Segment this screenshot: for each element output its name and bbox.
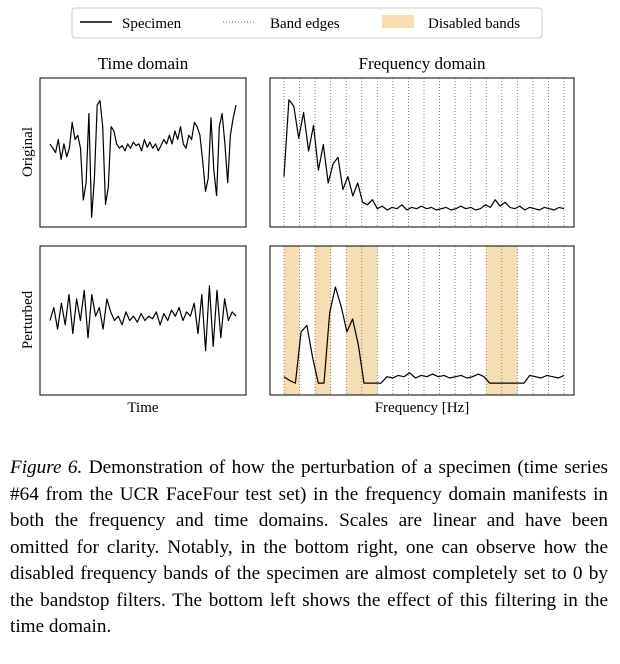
panel-original-time [39, 77, 247, 228]
panel-bands [284, 246, 518, 395]
panel-frame [269, 245, 575, 396]
column-title-time: Time domain [98, 54, 189, 73]
series-specimen [49, 285, 237, 352]
panel-perturbed-frequency [269, 245, 575, 396]
series-specimen [49, 100, 237, 218]
legend-swatch-disabled-bands [382, 15, 414, 28]
caption-label: Figure 6. [10, 457, 83, 478]
legend-label-disabled-bands: Disabled bands [428, 16, 520, 32]
series-specimen [283, 99, 565, 211]
panel-perturbed-time [39, 245, 247, 396]
panel-original-frequency [269, 77, 575, 228]
legend: Specimen Band edges Disabled bands [71, 7, 543, 39]
panel-band-edges [283, 246, 565, 395]
legend-label-band-edges: Band edges [270, 16, 340, 32]
xlabel-time: Time [127, 400, 158, 416]
row-label-original: Original [20, 127, 36, 177]
row-label-perturbed: Perturbed [20, 290, 36, 349]
legend-frame [71, 7, 543, 39]
caption-text: Demonstration of how the perturbation of… [10, 457, 608, 637]
column-title-frequency: Frequency domain [359, 54, 486, 73]
legend-label-specimen: Specimen [122, 16, 182, 32]
panel-frame [269, 77, 575, 228]
panel-frame [39, 77, 247, 228]
disabled-band [315, 246, 331, 395]
disabled-band [284, 246, 300, 395]
figure-caption: Figure 6. Demonstration of how the pertu… [10, 455, 608, 641]
panel-band-edges [283, 78, 565, 227]
series-specimen [283, 286, 565, 384]
figure: Specimen Band edges Disabled bands Time … [20, 7, 575, 416]
panel-frame [39, 245, 247, 396]
xlabel-frequency: Frequency [Hz] [375, 400, 470, 416]
